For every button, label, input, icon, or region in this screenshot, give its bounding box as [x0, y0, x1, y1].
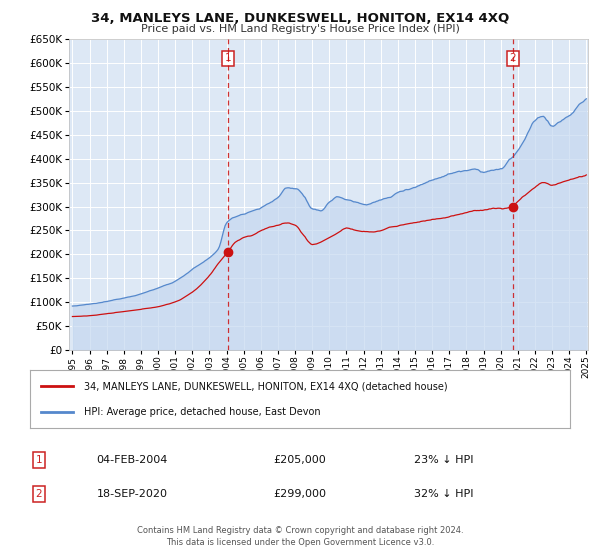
Text: 32% ↓ HPI: 32% ↓ HPI	[414, 489, 474, 499]
Text: 2: 2	[35, 489, 43, 499]
Text: 2: 2	[509, 53, 516, 63]
Text: £205,000: £205,000	[274, 455, 326, 465]
Text: 23% ↓ HPI: 23% ↓ HPI	[414, 455, 474, 465]
Text: 1: 1	[224, 53, 232, 63]
Text: 04-FEB-2004: 04-FEB-2004	[97, 455, 167, 465]
Text: 18-SEP-2020: 18-SEP-2020	[97, 489, 167, 499]
Text: 34, MANLEYS LANE, DUNKESWELL, HONITON, EX14 4XQ: 34, MANLEYS LANE, DUNKESWELL, HONITON, E…	[91, 12, 509, 25]
Text: This data is licensed under the Open Government Licence v3.0.: This data is licensed under the Open Gov…	[166, 538, 434, 547]
Text: Price paid vs. HM Land Registry's House Price Index (HPI): Price paid vs. HM Land Registry's House …	[140, 24, 460, 34]
Text: 34, MANLEYS LANE, DUNKESWELL, HONITON, EX14 4XQ (detached house): 34, MANLEYS LANE, DUNKESWELL, HONITON, E…	[84, 381, 448, 391]
Text: Contains HM Land Registry data © Crown copyright and database right 2024.: Contains HM Land Registry data © Crown c…	[137, 526, 463, 535]
Text: HPI: Average price, detached house, East Devon: HPI: Average price, detached house, East…	[84, 407, 320, 417]
Text: 1: 1	[35, 455, 43, 465]
Text: £299,000: £299,000	[274, 489, 326, 499]
